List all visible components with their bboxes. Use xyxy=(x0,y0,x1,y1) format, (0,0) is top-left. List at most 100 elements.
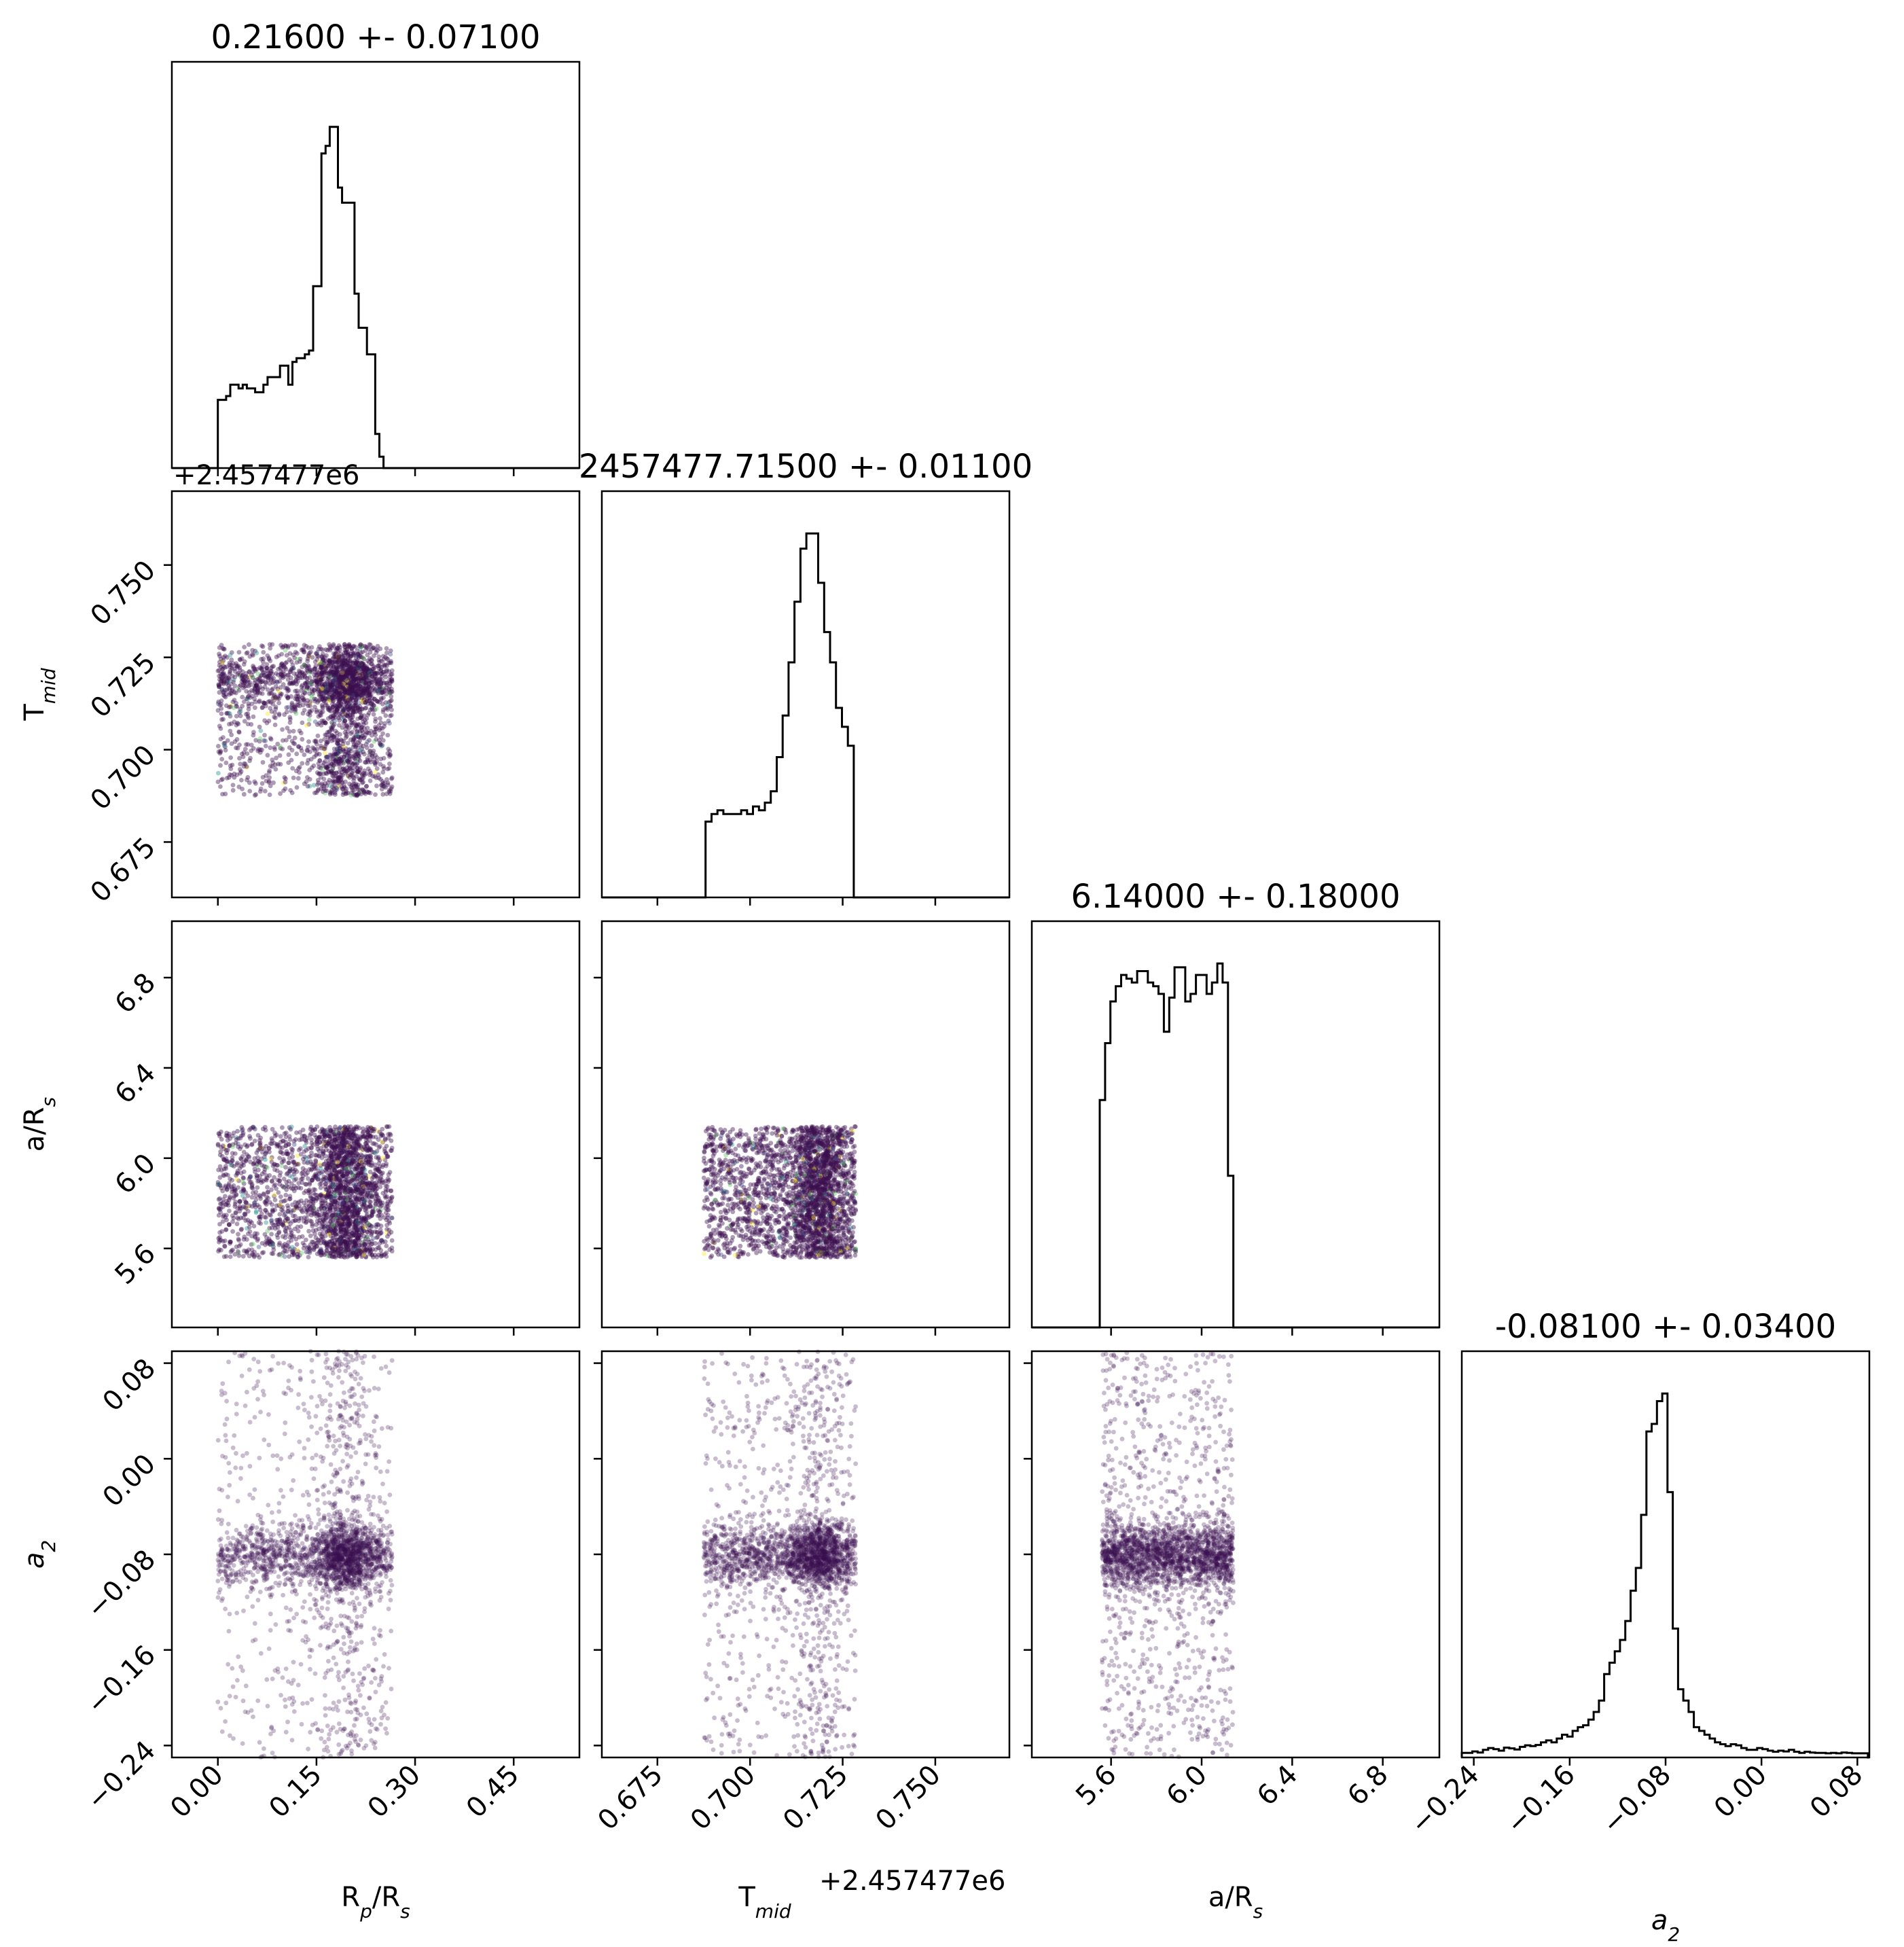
scatter-point xyxy=(387,1228,392,1232)
scatter-point xyxy=(300,711,306,716)
scatter-point xyxy=(237,743,242,747)
scatter-point xyxy=(342,718,348,724)
scatter-point xyxy=(344,1245,350,1251)
scatter-point xyxy=(280,1125,285,1130)
scatter-point xyxy=(289,1150,295,1155)
scatter-point xyxy=(264,1177,269,1183)
scatter-point xyxy=(253,738,259,743)
scatter-point xyxy=(265,668,270,674)
scatter-point xyxy=(281,1250,286,1255)
scatter-point xyxy=(302,1190,307,1196)
scatter-point xyxy=(314,709,319,715)
scatter-point xyxy=(262,718,268,724)
scatter-point xyxy=(247,1229,253,1234)
scatter-point xyxy=(285,726,290,731)
scatter-point xyxy=(374,1235,380,1240)
scatter-point xyxy=(341,749,346,754)
scatter-point xyxy=(315,778,321,783)
scatter-point xyxy=(236,1236,241,1242)
scatter-point xyxy=(327,736,333,741)
scatter-point xyxy=(325,687,330,693)
scatter-point xyxy=(299,684,304,690)
scatter-point xyxy=(389,1138,394,1143)
scatter-point xyxy=(267,681,272,686)
scatter-point xyxy=(302,752,307,757)
scatter-point xyxy=(356,687,361,693)
scatter-point xyxy=(373,761,378,766)
scatter-point xyxy=(216,1197,221,1202)
scatter-point xyxy=(386,1132,391,1137)
scatter-point xyxy=(228,755,233,760)
scatter-point xyxy=(273,683,279,689)
scatter-point xyxy=(367,695,372,700)
scatter-point xyxy=(297,770,302,775)
scatter-point xyxy=(256,1245,262,1249)
scatter-point xyxy=(232,1202,238,1207)
scatter-point xyxy=(253,678,258,683)
scatter-point xyxy=(322,684,327,690)
scatter-point xyxy=(357,770,363,775)
scatter-point xyxy=(291,1219,295,1223)
scatter-point xyxy=(315,700,320,705)
scatter-point xyxy=(265,753,270,758)
scatter-point xyxy=(240,787,245,791)
scatter-point xyxy=(384,1183,390,1189)
scatter-point xyxy=(228,670,232,675)
scatter-point xyxy=(331,1183,336,1188)
scatter-point xyxy=(306,739,311,744)
scatter-point xyxy=(289,790,295,796)
scatter-point xyxy=(347,644,353,649)
scatter-point xyxy=(369,700,374,706)
scatter-point xyxy=(289,1124,294,1130)
scatter-point xyxy=(257,789,263,794)
scatter-point xyxy=(240,703,245,709)
scatter-point xyxy=(354,724,359,729)
scatter-point xyxy=(236,730,242,735)
scatter-point xyxy=(353,698,359,703)
scatter-point xyxy=(287,734,292,740)
scatter-point xyxy=(325,674,330,679)
scatter-point xyxy=(382,721,388,726)
scatter-point xyxy=(223,1166,228,1171)
scatter-point xyxy=(386,1172,391,1177)
scatter-point xyxy=(360,730,365,735)
scatter-point xyxy=(295,1247,300,1253)
scatter-point xyxy=(333,676,338,681)
scatter-point xyxy=(262,1215,268,1219)
scatter-point xyxy=(260,760,266,765)
scatter-point xyxy=(302,643,307,647)
scatter-point xyxy=(306,1176,310,1181)
scatter-point xyxy=(286,704,291,710)
scatter-point xyxy=(311,1247,317,1253)
scatter-point xyxy=(328,1208,333,1213)
scatter-point xyxy=(270,1226,274,1230)
scatter-point xyxy=(348,681,353,685)
scatter-point xyxy=(290,766,295,771)
scatter-point xyxy=(219,1168,224,1173)
scatter-point xyxy=(345,711,351,715)
scatter-point xyxy=(340,766,345,772)
scatter-point xyxy=(292,735,298,740)
scatter-point xyxy=(221,677,227,682)
scatter-point xyxy=(251,1241,255,1247)
scatter-point xyxy=(367,790,373,796)
scatter-point xyxy=(279,670,284,675)
scatter-point xyxy=(293,711,299,716)
scatter-point xyxy=(364,784,369,789)
scatter-point xyxy=(348,692,353,696)
scatter-point xyxy=(241,764,247,769)
scatter-point xyxy=(293,1236,299,1242)
scatter-point xyxy=(254,1150,259,1156)
scatter-point xyxy=(361,679,366,684)
scatter-point xyxy=(232,775,237,780)
scatter-point xyxy=(215,668,221,673)
scatter-point xyxy=(265,1185,270,1190)
scatter-point xyxy=(273,695,278,700)
scatter-point xyxy=(302,1144,307,1149)
scatter-point xyxy=(308,710,312,715)
scatter-point xyxy=(351,651,356,656)
scatter-point xyxy=(294,785,300,790)
scatter-point xyxy=(385,732,391,738)
scatter-point xyxy=(389,1215,395,1220)
